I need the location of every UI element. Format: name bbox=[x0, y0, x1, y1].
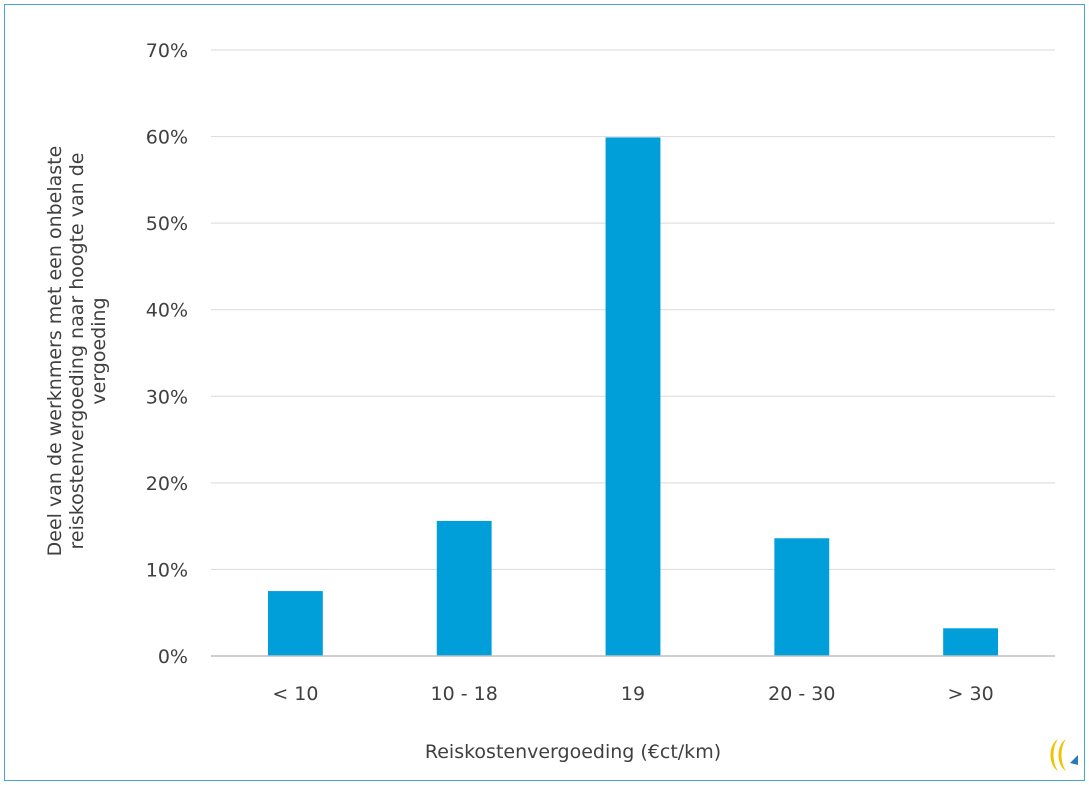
x-tick-label: > 30 bbox=[948, 683, 994, 705]
y-axis-title: Deel van de werknmers met een onbelaster… bbox=[44, 146, 110, 557]
bar bbox=[605, 137, 661, 657]
bar bbox=[436, 520, 492, 656]
y-tick-label: 10% bbox=[146, 559, 188, 581]
bar bbox=[943, 628, 999, 656]
y-axis-title-line: vergoeding bbox=[88, 297, 110, 404]
y-tick-label: 70% bbox=[146, 40, 188, 62]
y-axis-title-line: reiskostenvergoeding naar hoogte van de bbox=[66, 153, 88, 550]
bars bbox=[267, 137, 999, 657]
x-axis-title: Reiskostenvergoeding (€ct/km) bbox=[425, 741, 721, 763]
x-tick-label: 19 bbox=[621, 683, 645, 705]
y-axis-title-line: Deel van de werknmers met een onbelaste bbox=[44, 146, 66, 557]
x-tick-label: 20 - 30 bbox=[768, 683, 835, 705]
y-tick-label: 20% bbox=[146, 473, 188, 495]
bar bbox=[267, 591, 323, 656]
x-tick-label: < 10 bbox=[272, 683, 318, 705]
logo-icon bbox=[1050, 739, 1078, 771]
x-axis-ticks: < 10 10 - 18 19 20 - 30 > 30 bbox=[272, 683, 993, 705]
x-tick-label: 10 - 18 bbox=[431, 683, 498, 705]
y-tick-label: 0% bbox=[158, 646, 188, 668]
y-axis-ticks: 0% 10% 20% 30% 40% 50% 60% 70% bbox=[146, 40, 188, 668]
bar bbox=[774, 538, 830, 656]
chart-frame bbox=[4, 4, 1085, 781]
y-tick-label: 50% bbox=[146, 213, 188, 235]
y-tick-label: 40% bbox=[146, 300, 188, 322]
y-tick-label: 30% bbox=[146, 386, 188, 408]
y-tick-label: 60% bbox=[146, 127, 188, 149]
